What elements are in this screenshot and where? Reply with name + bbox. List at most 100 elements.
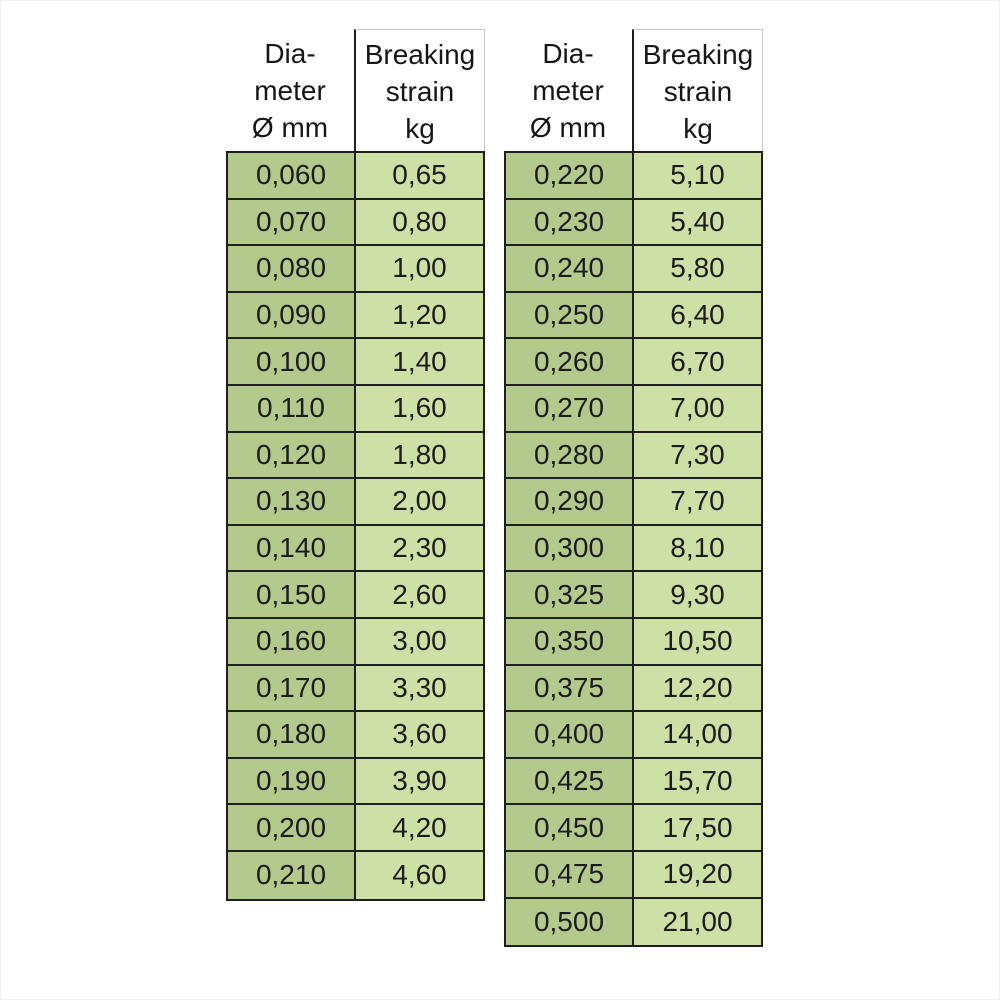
table-row: 0,080 1,00: [228, 246, 483, 293]
header-line: kg: [405, 113, 435, 144]
diameter-cell: 0,110: [228, 385, 356, 431]
diameter-cell: 0,300: [506, 525, 634, 571]
table-row: 0,350 10,50: [506, 618, 761, 666]
breaking-strain-cell: 5,40: [634, 199, 761, 245]
table-row: 0,290 7,70: [506, 479, 761, 526]
diameter-cell: 0,080: [228, 246, 356, 291]
table-row: 0,160 3,00: [228, 618, 483, 666]
table-body-left: 0,060 0,65 0,070 0,80 0,080 1,00 0,090 1,20 0,10…: [226, 151, 485, 901]
diameter-cell: 0,100: [228, 339, 356, 384]
table-row: 0,425 15,70: [506, 758, 761, 806]
diameter-cell: 0,400: [506, 712, 634, 757]
table-row: 0,325 9,30: [506, 572, 761, 619]
table-header-right: Dia- meter Ø mm Breaking strain kg: [504, 29, 763, 151]
header-line: strain: [385, 76, 455, 107]
diameter-cell: 0,190: [228, 758, 356, 804]
diameter-cell: 0,170: [228, 665, 356, 711]
table-row: 0,250 6,40: [506, 292, 761, 340]
diameter-cell: 0,060: [228, 153, 356, 198]
header-line: kg: [683, 113, 713, 144]
breaking-strain-cell: 2,30: [356, 525, 483, 571]
diameter-cell: 0,280: [506, 432, 634, 478]
diameter-cell: 0,220: [506, 153, 634, 198]
diameter-cell: 0,140: [228, 525, 356, 571]
breaking-strain-cell: 0,80: [356, 199, 483, 245]
diameter-cell: 0,450: [506, 805, 634, 850]
breaking-strain-cell: 3,30: [356, 665, 483, 711]
header-line: meter: [254, 75, 326, 106]
table-row: 0,500 21,00: [506, 898, 761, 946]
table-row: 0,170 3,30: [228, 665, 483, 713]
diameter-cell: 0,475: [506, 851, 634, 897]
breaking-strain-cell: 9,30: [634, 572, 761, 617]
table-row: 0,230 5,40: [506, 199, 761, 247]
breaking-strain-cell: 5,80: [634, 246, 761, 291]
breaking-strain-cell: 1,80: [356, 432, 483, 478]
table-row: 0,120 1,80: [228, 432, 483, 480]
breaking-strain-cell: 7,70: [634, 479, 761, 524]
breaking-strain-cell: 7,00: [634, 385, 761, 431]
diameter-header: Dia- meter Ø mm: [226, 29, 354, 151]
breaking-strain-cell: 2,60: [356, 572, 483, 617]
table-row: 0,090 1,20: [228, 292, 483, 340]
diameter-cell: 0,350: [506, 618, 634, 664]
table-row: 0,240 5,80: [506, 246, 761, 293]
table-row: 0,100 1,40: [228, 339, 483, 386]
diameter-cell: 0,070: [228, 199, 356, 245]
table-row: 0,300 8,10: [506, 525, 761, 573]
table-row: 0,400 14,00: [506, 712, 761, 759]
table-row: 0,280 7,30: [506, 432, 761, 480]
diameter-cell: 0,200: [228, 805, 356, 850]
diameter-cell: 0,290: [506, 479, 634, 524]
breaking-strain-cell: 2,00: [356, 479, 483, 524]
breaking-strain-cell: 14,00: [634, 712, 761, 757]
breaking-strain-cell: 4,20: [356, 805, 483, 850]
breaking-strain-cell: 6,70: [634, 339, 761, 384]
breaking-strain-header: Breaking strain kg: [632, 29, 763, 151]
diameter-cell: 0,160: [228, 618, 356, 664]
diameter-cell: 0,375: [506, 665, 634, 711]
breaking-strain-cell: 6,40: [634, 292, 761, 338]
table-row: 0,270 7,00: [506, 385, 761, 433]
breaking-strain-cell: 1,20: [356, 292, 483, 338]
header-line: Breaking: [642, 39, 754, 70]
breaking-strain-header: Breaking strain kg: [354, 29, 485, 151]
header-line: Ø mm: [529, 112, 607, 143]
diameter-cell: 0,210: [228, 851, 356, 899]
breaking-strain-cell: 1,40: [356, 339, 483, 384]
table-row: 0,200 4,20: [228, 805, 483, 852]
breaking-strain-cell: 12,20: [634, 665, 761, 711]
line-table-left: Dia- meter Ø mm Breaking strain kg 0,060…: [226, 29, 485, 901]
table-row: 0,060 0,65: [228, 153, 483, 200]
table-row: 0,220 5,10: [506, 153, 761, 200]
table-row: 0,450 17,50: [506, 805, 761, 852]
breaking-strain-cell: 8,10: [634, 525, 761, 571]
breaking-strain-cell: 5,10: [634, 153, 761, 198]
diameter-cell: 0,425: [506, 758, 634, 804]
header-line: strain: [663, 76, 733, 107]
diameter-cell: 0,090: [228, 292, 356, 338]
table-row: 0,260 6,70: [506, 339, 761, 386]
table-body-right: 0,220 5,10 0,230 5,40 0,240 5,80 0,250 6,40 0,26…: [504, 151, 763, 948]
diameter-cell: 0,325: [506, 572, 634, 617]
breaking-strain-cell: 17,50: [634, 805, 761, 850]
table-row: 0,140 2,30: [228, 525, 483, 573]
diameter-cell: 0,270: [506, 385, 634, 431]
breaking-strain-cell: 3,00: [356, 618, 483, 664]
breaking-strain-cell: 1,60: [356, 385, 483, 431]
diameter-cell: 0,250: [506, 292, 634, 338]
breaking-strain-cell: 10,50: [634, 618, 761, 664]
breaking-strain-cell: 15,70: [634, 758, 761, 804]
breaking-strain-cell: 19,20: [634, 851, 761, 897]
table-row: 0,150 2,60: [228, 572, 483, 619]
table-row: 0,210 4,60: [228, 851, 483, 899]
table-row: 0,475 19,20: [506, 851, 761, 899]
table-row: 0,190 3,90: [228, 758, 483, 806]
breaking-strain-cell: 7,30: [634, 432, 761, 478]
table-row: 0,110 1,60: [228, 385, 483, 433]
header-line: Ø mm: [251, 112, 329, 143]
line-table-right: Dia- meter Ø mm Breaking strain kg 0,220…: [504, 29, 763, 948]
header-line: Breaking: [364, 39, 476, 70]
breaking-strain-cell: 4,60: [356, 851, 483, 899]
